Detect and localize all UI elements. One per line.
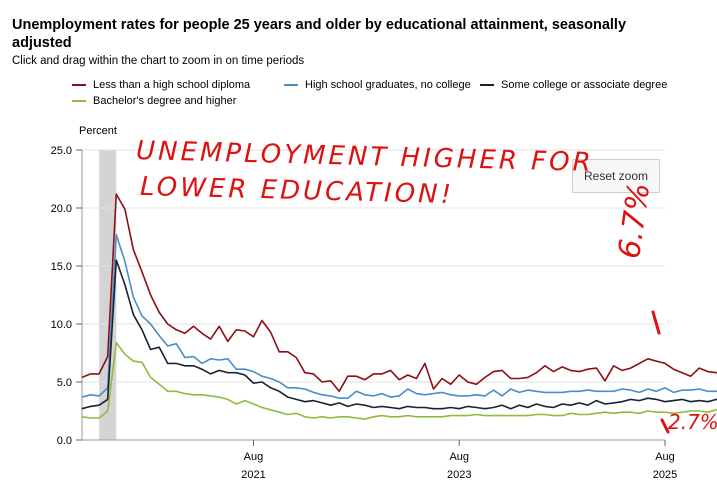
x-tick-label: Aug	[244, 451, 264, 463]
recession-band	[99, 150, 117, 440]
legend: Less than a high school diploma High sch…	[72, 79, 712, 109]
y-tick-label: 25.0	[51, 145, 72, 157]
y-tick-label: 15.0	[51, 261, 72, 273]
legend-label: Bachelor's degree and higher	[93, 95, 237, 107]
series-lines	[81, 193, 717, 420]
legend-swatch-some-college	[480, 84, 494, 86]
legend-swatch-bachelors	[72, 100, 86, 102]
series-line-2	[81, 233, 717, 400]
legend-label: Less than a high school diploma	[93, 79, 251, 91]
x-tick-year-label: 2023	[447, 469, 471, 481]
x-tick-year-label: 2025	[653, 469, 677, 481]
legend-item-some-college[interactable]: Some college or associate degree	[480, 79, 667, 91]
legend-label: Some college or associate degree	[501, 79, 668, 91]
reset-zoom-button[interactable]: Reset zoom	[572, 159, 660, 193]
x-axis-ticks: Aug 2021 Aug 2023 Aug 2025	[241, 440, 677, 481]
legend-item-less-than-hs[interactable]: Less than a high school diploma	[72, 79, 250, 91]
x-tick-year-label: 2021	[241, 469, 265, 481]
legend-item-hs-grad[interactable]: High school graduates, no college	[284, 79, 471, 91]
y-tick-label: 0.0	[57, 435, 72, 447]
gridlines	[81, 149, 665, 441]
y-tick-label: 5.0	[57, 377, 72, 389]
handwritten-annotations	[651, 310, 670, 434]
legend-item-bachelors[interactable]: Bachelor's degree and higher	[72, 95, 236, 107]
series-line-1	[81, 193, 717, 393]
x-tick-label: Aug	[449, 451, 469, 463]
recession-band-layer	[99, 150, 117, 440]
legend-swatch-less-than-hs	[72, 84, 86, 86]
series-line-3	[81, 259, 717, 410]
legend-label: High school graduates, no college	[305, 79, 471, 91]
annotation-tick-mark-low	[660, 418, 670, 434]
annotation-low-value: 2.7%	[668, 410, 717, 434]
y-tick-label: 20.0	[51, 203, 72, 215]
legend-swatch-hs-grad	[284, 84, 298, 86]
annotation-tick-mark	[651, 310, 661, 335]
y-tick-label: 10.0	[51, 319, 72, 331]
y-axis-label: Percent	[79, 125, 117, 137]
chart-title: Unemployment rates for people 25 years a…	[12, 17, 627, 51]
chart-subtitle: Click and drag within the chart to zoom …	[12, 55, 305, 67]
x-tick-label: Aug	[655, 451, 675, 463]
y-axis-ticks: 0.0 5.0 10.0 15.0 20.0 25.0	[51, 145, 82, 447]
series-line-4	[81, 341, 717, 420]
